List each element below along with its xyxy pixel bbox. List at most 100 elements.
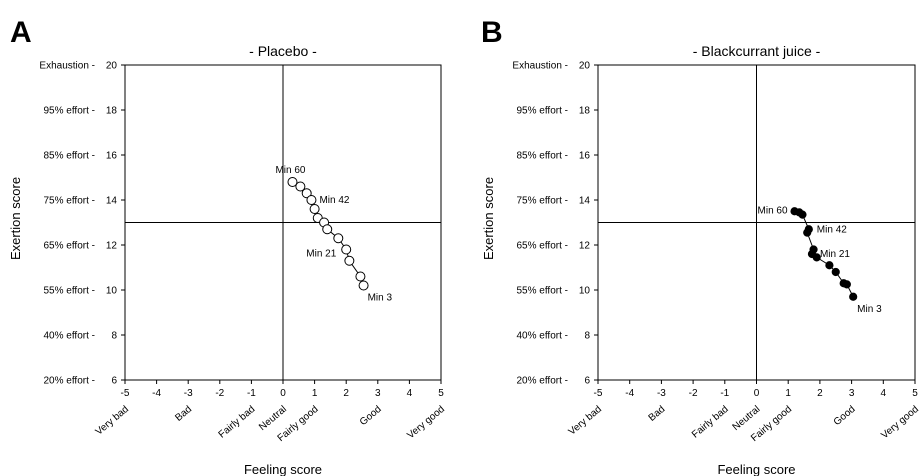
data-point [825, 261, 834, 270]
x-category-label: Fairly bad [690, 404, 731, 441]
x-category-label: Good [832, 404, 858, 428]
x-tick-label: -2 [689, 388, 698, 399]
data-point [322, 224, 333, 235]
point-label: Min 42 [319, 195, 349, 206]
x-category-label: Very bad [94, 404, 131, 438]
data-point [341, 244, 352, 255]
x-tick-label: 5 [438, 388, 444, 399]
y-effort-label: 85% effort - [43, 151, 95, 162]
y-effort-label: 55% effort - [516, 286, 568, 297]
y-tick-label: 18 [579, 106, 591, 117]
point-label: Min 3 [857, 304, 882, 315]
point-label: Min 60 [275, 165, 305, 176]
x-category-label: Bad [173, 404, 194, 424]
y-effort-label: 75% effort - [43, 196, 95, 207]
chart-panel-a: A- Placebo -620% effort -840% effort -10… [8, 16, 447, 476]
chart-title: - Blackcurrant juice - [693, 43, 821, 59]
x-tick-label: 1 [785, 388, 791, 399]
data-point [287, 177, 298, 187]
y-tick-label: 20 [106, 61, 118, 72]
y-effort-label: 20% effort - [43, 376, 95, 387]
y-effort-label: 40% effort - [516, 331, 568, 342]
y-effort-label: 20% effort - [516, 376, 568, 387]
y-effort-label: 65% effort - [516, 241, 568, 252]
x-category-label: Good [358, 404, 384, 428]
point-label: Min 3 [368, 293, 393, 304]
y-tick-label: 8 [111, 331, 117, 342]
y-effort-label: 40% effort - [43, 331, 95, 342]
data-point [812, 253, 821, 262]
data-point [306, 195, 317, 205]
y-effort-label: 85% effort - [516, 151, 568, 162]
y-tick-label: 16 [579, 151, 591, 162]
x-tick-label: -1 [720, 388, 729, 399]
x-tick-label: 3 [849, 388, 855, 399]
point-label: Min 42 [817, 224, 847, 235]
x-tick-label: -3 [184, 388, 193, 399]
y-tick-label: 6 [584, 376, 590, 387]
x-tick-label: -4 [625, 388, 634, 399]
x-category-label: Fairly bad [217, 404, 258, 441]
x-category-label: Very good [405, 404, 447, 441]
y-axis-label: Exertion score [481, 177, 496, 260]
x-tick-label: 5 [912, 388, 918, 399]
data-point [849, 292, 858, 301]
x-tick-label: 1 [312, 388, 318, 399]
x-tick-label: 3 [375, 388, 381, 399]
x-tick-label: -5 [121, 388, 130, 399]
y-tick-label: 12 [579, 241, 591, 252]
y-effort-label: 95% effort - [43, 106, 95, 117]
x-tick-label: 2 [817, 388, 823, 399]
y-effort-label: 65% effort - [43, 241, 95, 252]
y-tick-label: 8 [584, 331, 590, 342]
point-label: Min 21 [820, 249, 850, 260]
chart-panel-b: B - Blackcurrant juice - 6 20% effort - 8 40%… [481, 16, 919, 476]
x-tick-label: -1 [247, 388, 256, 399]
data-point [344, 255, 355, 266]
y-effort-label: 75% effort - [516, 196, 568, 207]
y-effort-label: Exhaustion - [39, 61, 95, 72]
panel-letter: B [481, 16, 503, 49]
y-tick-label: 14 [579, 196, 591, 207]
x-tick-label: -3 [657, 388, 666, 399]
y-effort-label: 55% effort - [43, 286, 95, 297]
y-tick-label: 6 [111, 376, 117, 387]
x-axis-label: Feeling score [244, 462, 322, 476]
data-point [295, 181, 306, 192]
x-tick-label: -5 [594, 388, 603, 399]
y-tick-label: 10 [106, 286, 118, 297]
x-tick-label: -4 [152, 388, 161, 399]
data-point [333, 233, 344, 244]
panel-letter: A [10, 16, 32, 49]
x-tick-label: 0 [754, 388, 760, 399]
y-effort-label: Exhaustion - [512, 61, 568, 72]
y-tick-label: 20 [579, 61, 591, 72]
x-tick-label: 2 [343, 388, 349, 399]
data-point [798, 210, 807, 219]
chart-title: - Placebo - [249, 43, 317, 59]
data-point [842, 280, 851, 289]
y-effort-label: 95% effort - [516, 106, 568, 117]
x-tick-label: 0 [280, 388, 286, 399]
y-tick-label: 16 [106, 151, 118, 162]
y-tick-label: 14 [106, 196, 118, 207]
x-tick-label: -2 [215, 388, 224, 399]
data-point [358, 280, 369, 291]
point-label: Min 21 [306, 248, 336, 259]
data-point [831, 267, 840, 277]
point-label: Min 60 [758, 205, 788, 216]
y-tick-label: 18 [106, 106, 118, 117]
y-tick-label: 12 [106, 241, 118, 252]
data-point [803, 228, 812, 237]
x-category-label: Very good [879, 404, 919, 441]
y-tick-label: 10 [579, 286, 591, 297]
data-point [301, 188, 312, 199]
x-category-label: Very bad [567, 404, 604, 438]
y-axis-label: Exertion score [8, 177, 23, 260]
x-category-label: Bad [647, 404, 668, 424]
x-tick-label: 4 [881, 388, 887, 399]
x-axis-label: Feeling score [717, 462, 795, 476]
x-tick-label: 4 [407, 388, 413, 399]
data-point [309, 204, 320, 214]
